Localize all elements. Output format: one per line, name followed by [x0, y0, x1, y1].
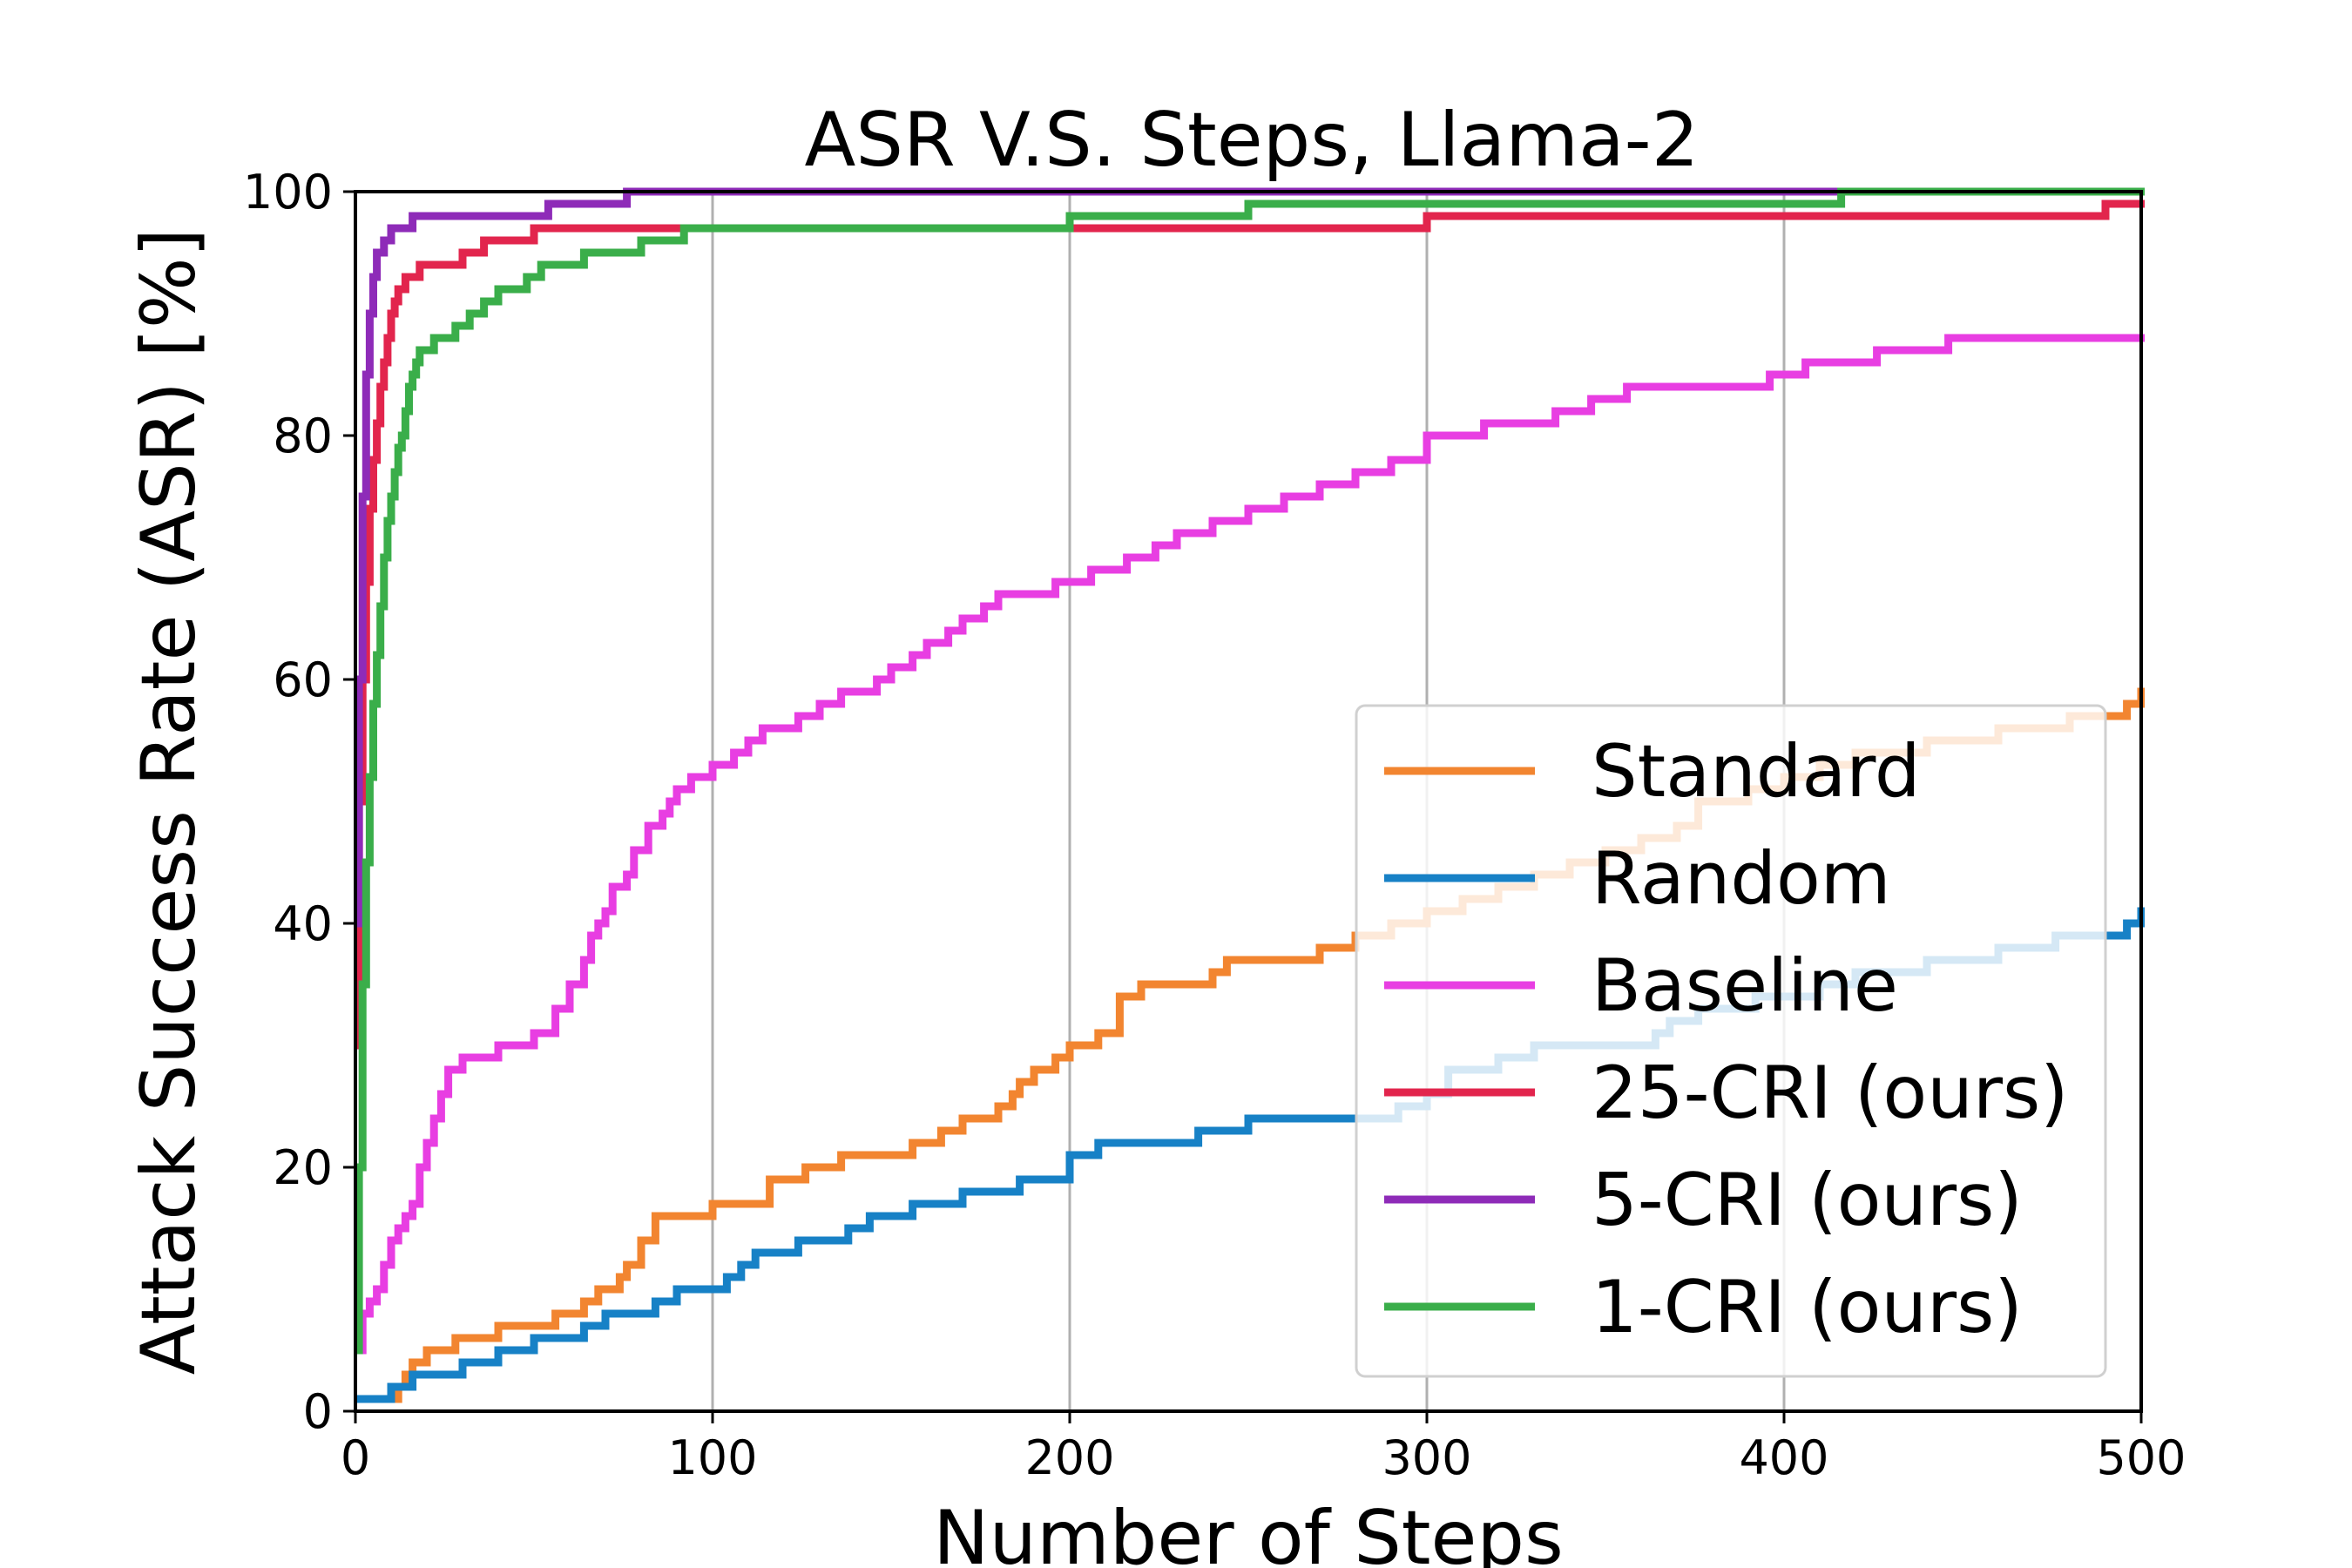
x-tick-label: 300 [1382, 1430, 1471, 1485]
y-tick-label: 0 [303, 1384, 333, 1439]
y-axis-label: Attack Success Rate (ASR) [%] [125, 228, 213, 1375]
x-tick-label: 200 [1024, 1430, 1114, 1485]
legend-label: Baseline [1592, 943, 1898, 1028]
legend: Standard Random Baseline 25-CRI (ours) 5-CRI… [1355, 704, 2107, 1378]
plot-border [354, 190, 2143, 1413]
x-tick-label: 400 [1739, 1430, 1828, 1485]
legend-label: 1-CRI (ours) [1592, 1265, 2023, 1349]
legend-label: Standard [1592, 729, 1921, 814]
legend-label: Random [1592, 836, 1891, 921]
y-tick-label: 80 [273, 409, 333, 463]
x-tick-label: 100 [667, 1430, 757, 1485]
legend-label: 25-CRI (ours) [1592, 1051, 2069, 1135]
series-line-3 [355, 199, 2145, 1050]
series-line-2 [355, 334, 2145, 1355]
x-axis-ticks: 0 100 200 300 400 500 [341, 1411, 2186, 1485]
series-line-5 [355, 187, 2145, 1355]
y-tick-label: 40 [273, 896, 333, 951]
legend-box [1355, 704, 2107, 1378]
y-tick-label: 60 [273, 652, 333, 707]
x-tick-label: 500 [2096, 1430, 2186, 1485]
legend-label: 5-CRI (ours) [1592, 1158, 2023, 1242]
y-tick-label: 20 [273, 1140, 333, 1195]
y-tick-label: 100 [243, 165, 333, 220]
chart-title: ASR V.S. Steps, Llama-2 [805, 97, 1700, 184]
x-axis-label: Number of Steps [933, 1495, 1564, 1568]
x-tick-label: 0 [341, 1430, 370, 1485]
y-axis-ticks: 0 20 40 60 80 100 [243, 165, 355, 1439]
